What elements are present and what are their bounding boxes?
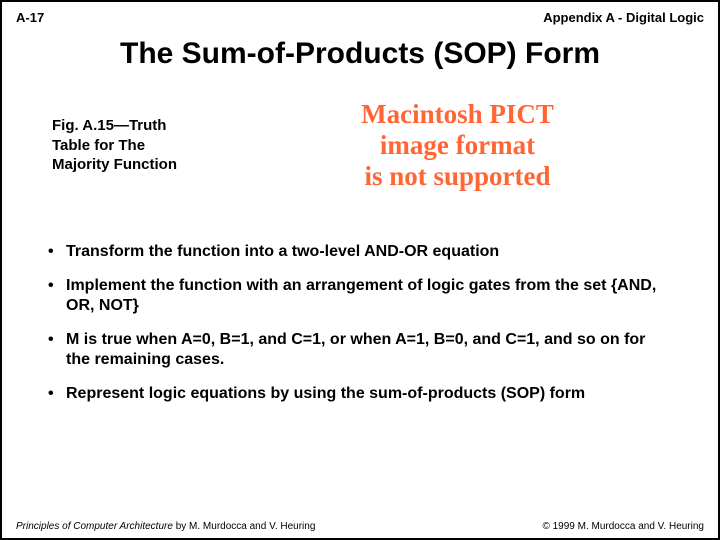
- copyright: © 1999 M. Murdocca and V. Heuring: [542, 521, 704, 532]
- slide-title: The Sum-of-Products (SOP) Form: [2, 29, 718, 99]
- bullet-dot: •: [48, 330, 66, 370]
- bullet-item: • Implement the function with an arrange…: [48, 276, 672, 316]
- figure-row: Fig. A.15—Truth Table for The Majority F…: [2, 99, 718, 192]
- footer-left: Principles of Computer Architecture by M…: [16, 521, 315, 532]
- bullet-dot: •: [48, 276, 66, 316]
- bullet-dot: •: [48, 384, 66, 404]
- pict-error-line: is not supported: [247, 161, 668, 192]
- figure-caption: Fig. A.15—Truth Table for The Majority F…: [52, 116, 217, 175]
- section-label: Appendix A - Digital Logic: [543, 10, 704, 25]
- figure-caption-line: Fig. A.15—Truth: [52, 116, 217, 136]
- bullet-item: • Represent logic equations by using the…: [48, 384, 672, 404]
- footer: Principles of Computer Architecture by M…: [2, 521, 718, 538]
- figure-caption-line: Majority Function: [52, 155, 217, 175]
- bullet-dot: •: [48, 242, 66, 262]
- pict-error-line: image format: [247, 130, 668, 161]
- bullet-text: Implement the function with an arrangeme…: [66, 276, 672, 316]
- bullet-item: • Transform the function into a two-leve…: [48, 242, 672, 262]
- bullet-text: Represent logic equations by using the s…: [66, 384, 672, 404]
- bullet-text: Transform the function into a two-level …: [66, 242, 672, 262]
- authors: by M. Murdocca and V. Heuring: [173, 521, 315, 532]
- bullet-list: • Transform the function into a two-leve…: [2, 242, 718, 404]
- book-title: Principles of Computer Architecture: [16, 521, 173, 532]
- figure-caption-line: Table for The: [52, 136, 217, 156]
- pict-error-line: Macintosh PICT: [247, 99, 668, 130]
- bullet-item: • M is true when A=0, B=1, and C=1, or w…: [48, 330, 672, 370]
- page-number: A-17: [16, 10, 44, 25]
- pict-error-message: Macintosh PICT image format is not suppo…: [247, 99, 668, 192]
- bullet-text: M is true when A=0, B=1, and C=1, or whe…: [66, 330, 672, 370]
